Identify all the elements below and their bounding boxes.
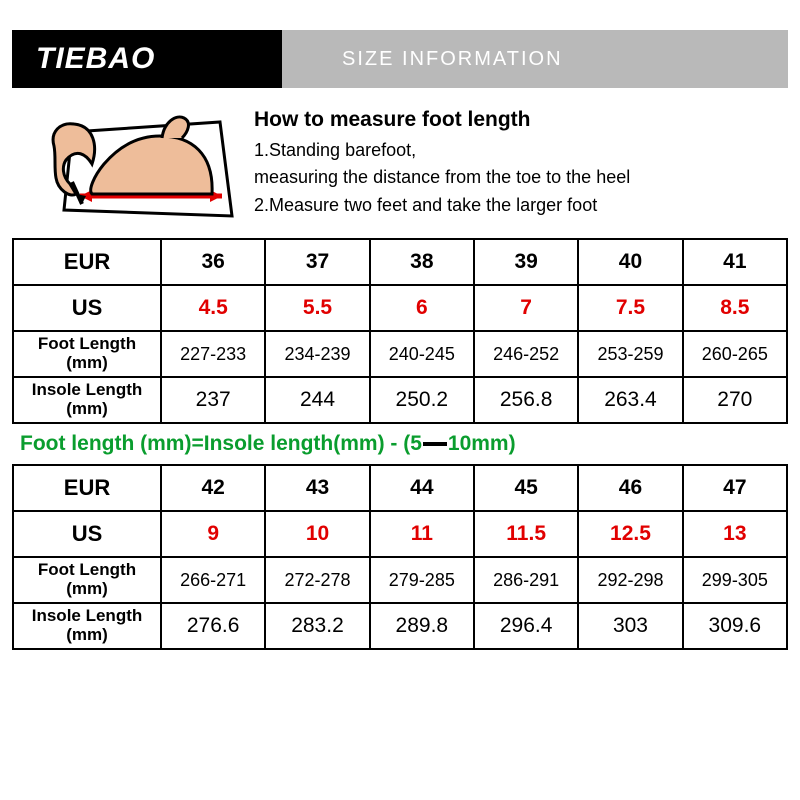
eur-cell: 39 — [474, 239, 578, 285]
foot-length-cell: 279-285 — [370, 557, 474, 603]
row-label-insole-length: Insole Length (mm) — [13, 377, 161, 423]
us-cell: 4.5 — [161, 285, 265, 331]
us-cell: 12.5 — [578, 511, 682, 557]
formula-text: Foot length (mm)=Insole length(mm) - (5 1… — [12, 424, 788, 464]
insole-cell: 250.2 — [370, 377, 474, 423]
foot-length-cell: 246-252 — [474, 331, 578, 377]
eur-cell: 45 — [474, 465, 578, 511]
eur-cell: 46 — [578, 465, 682, 511]
row-label-us: US — [13, 511, 161, 557]
foot-length-cell: 286-291 — [474, 557, 578, 603]
eur-cell: 42 — [161, 465, 265, 511]
row-label-insole-length: Insole Length (mm) — [13, 603, 161, 649]
insole-cell: 270 — [683, 377, 787, 423]
us-cell: 11 — [370, 511, 474, 557]
size-table-1: EUR 36 37 38 39 40 41 US 4.5 5.5 6 7 7.5… — [12, 238, 788, 424]
instruction-text: How to measure foot length 1.Standing ba… — [252, 104, 630, 224]
eur-cell: 44 — [370, 465, 474, 511]
eur-cell: 43 — [265, 465, 369, 511]
row-label-us: US — [13, 285, 161, 331]
header-brand-block: TIEBAO — [12, 30, 282, 88]
instruction-line-1: 1.Standing barefoot, — [254, 137, 630, 165]
size-table-2: EUR 42 43 44 45 46 47 US 9 10 11 11.5 12… — [12, 464, 788, 650]
us-cell: 8.5 — [683, 285, 787, 331]
instruction-title: How to measure foot length — [254, 104, 630, 137]
insole-cell: 309.6 — [683, 603, 787, 649]
instruction-line-3: 2.Measure two feet and take the larger f… — [254, 192, 630, 220]
foot-length-cell: 227-233 — [161, 331, 265, 377]
formula-suffix: 10mm) — [448, 432, 516, 455]
us-cell: 5.5 — [265, 285, 369, 331]
row-label-eur: EUR — [13, 239, 161, 285]
us-cell: 7 — [474, 285, 578, 331]
formula-prefix: Foot length (mm)=Insole length(mm) - (5 — [20, 432, 422, 455]
insole-cell: 276.6 — [161, 603, 265, 649]
us-cell: 7.5 — [578, 285, 682, 331]
foot-length-cell: 260-265 — [683, 331, 787, 377]
foot-measure-diagram — [42, 104, 252, 224]
us-cell: 11.5 — [474, 511, 578, 557]
row-label-eur: EUR — [13, 465, 161, 511]
header-subtitle: SIZE INFORMATION — [342, 48, 563, 71]
instruction-block: How to measure foot length 1.Standing ba… — [12, 98, 788, 238]
foot-length-cell: 272-278 — [265, 557, 369, 603]
header-subtitle-block: SIZE INFORMATION — [282, 30, 788, 88]
us-cell: 9 — [161, 511, 265, 557]
brand-name: TIEBAO — [36, 42, 155, 76]
insole-cell: 289.8 — [370, 603, 474, 649]
foot-length-cell: 253-259 — [578, 331, 682, 377]
eur-cell: 41 — [683, 239, 787, 285]
insole-cell: 296.4 — [474, 603, 578, 649]
instruction-line-2: measuring the distance from the toe to t… — [254, 164, 630, 192]
eur-cell: 40 — [578, 239, 682, 285]
insole-cell: 283.2 — [265, 603, 369, 649]
us-cell: 10 — [265, 511, 369, 557]
foot-length-cell: 240-245 — [370, 331, 474, 377]
insole-cell: 303 — [578, 603, 682, 649]
insole-cell: 263.4 — [578, 377, 682, 423]
foot-length-cell: 299-305 — [683, 557, 787, 603]
eur-cell: 36 — [161, 239, 265, 285]
insole-cell: 256.8 — [474, 377, 578, 423]
insole-cell: 237 — [161, 377, 265, 423]
eur-cell: 38 — [370, 239, 474, 285]
foot-length-cell: 292-298 — [578, 557, 682, 603]
us-cell: 13 — [683, 511, 787, 557]
row-label-foot-length: Foot Length (mm) — [13, 331, 161, 377]
row-label-foot-length: Foot Length (mm) — [13, 557, 161, 603]
foot-length-cell: 266-271 — [161, 557, 265, 603]
range-dash-icon — [423, 442, 447, 446]
us-cell: 6 — [370, 285, 474, 331]
eur-cell: 37 — [265, 239, 369, 285]
eur-cell: 47 — [683, 465, 787, 511]
foot-length-cell: 234-239 — [265, 331, 369, 377]
insole-cell: 244 — [265, 377, 369, 423]
header-bar: TIEBAO SIZE INFORMATION — [12, 30, 788, 88]
